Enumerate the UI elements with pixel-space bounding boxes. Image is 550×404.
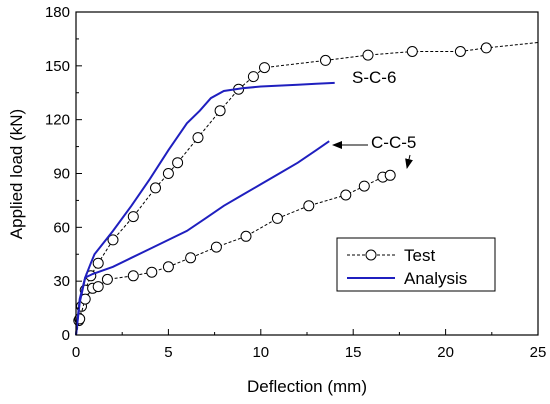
test-point-c-c-5 <box>340 189 352 201</box>
x-axis-title: Deflection (mm) <box>247 377 367 396</box>
legend-label-test: Test <box>404 246 435 265</box>
annotation-s-c-6: S-C-6 <box>352 68 396 87</box>
test-point-s-c-6 <box>247 71 259 83</box>
test-point-s-c-6 <box>259 62 270 74</box>
y-tick-label: 0 <box>62 327 70 344</box>
test-point-s-c-6 <box>172 157 184 169</box>
analysis-line-c-c-5 <box>75 140 330 336</box>
x-tick-label: 20 <box>437 344 454 361</box>
test-point-c-c-5 <box>271 212 283 224</box>
test-point-s-c-6 <box>92 257 104 269</box>
test-point-s-c-6 <box>454 46 466 57</box>
x-tick-label: 0 <box>72 344 80 361</box>
test-point-s-c-6 <box>192 132 204 144</box>
test-point-s-c-6 <box>107 234 119 246</box>
legend-label-analysis: Analysis <box>404 269 467 288</box>
x-tick-label: 15 <box>345 344 362 361</box>
x-tick-label: 5 <box>164 344 172 361</box>
test-point-c-c-5 <box>384 169 396 181</box>
test-point-c-c-5 <box>240 230 252 242</box>
annotation-test-arrow <box>405 154 413 169</box>
test-point-c-c-5 <box>101 273 113 285</box>
x-tick-label: 25 <box>530 344 547 361</box>
y-tick-label: 90 <box>53 166 70 183</box>
test-point-s-c-6 <box>406 46 418 57</box>
test-point-s-c-6 <box>127 211 139 223</box>
test-point-s-c-6 <box>362 49 374 61</box>
y-tick-label: 150 <box>45 58 70 75</box>
test-point-s-c-6 <box>162 168 174 179</box>
y-tick-label: 120 <box>45 112 70 129</box>
y-axis-title: Applied load (kN) <box>7 109 26 239</box>
y-tick-label: 30 <box>53 273 70 290</box>
test-point-c-c-5 <box>358 180 370 192</box>
legend: Test Analysis <box>336 237 496 292</box>
test-point-s-c-6 <box>150 182 161 194</box>
series-layer <box>73 42 539 336</box>
legend-test-marker <box>365 249 377 261</box>
test-point-c-c-5 <box>185 252 197 264</box>
test-point-s-c-6 <box>214 105 226 117</box>
test-point-c-c-5 <box>210 241 222 253</box>
test-point-s-c-6 <box>320 54 331 66</box>
test-point-c-c-5 <box>162 261 174 273</box>
y-tick-label: 180 <box>45 4 70 21</box>
analysis-line-s-c-6 <box>75 81 335 336</box>
axis-ticks: 0 5 10 15 20 25 0 30 60 90 120 150 180 <box>45 4 546 361</box>
test-point-c-c-5 <box>303 200 315 212</box>
x-tick-label: 10 <box>252 344 269 361</box>
test-point-c-c-5 <box>146 266 158 278</box>
y-tick-label: 60 <box>53 219 70 236</box>
test-point-c-c-5 <box>92 281 104 293</box>
annotation-c-c-5: C-C-5 <box>371 133 416 152</box>
test-point-c-c-5 <box>127 270 139 282</box>
test-line-s-c-6 <box>75 42 539 336</box>
test-point-s-c-6 <box>480 42 492 54</box>
legend-box <box>336 237 496 292</box>
